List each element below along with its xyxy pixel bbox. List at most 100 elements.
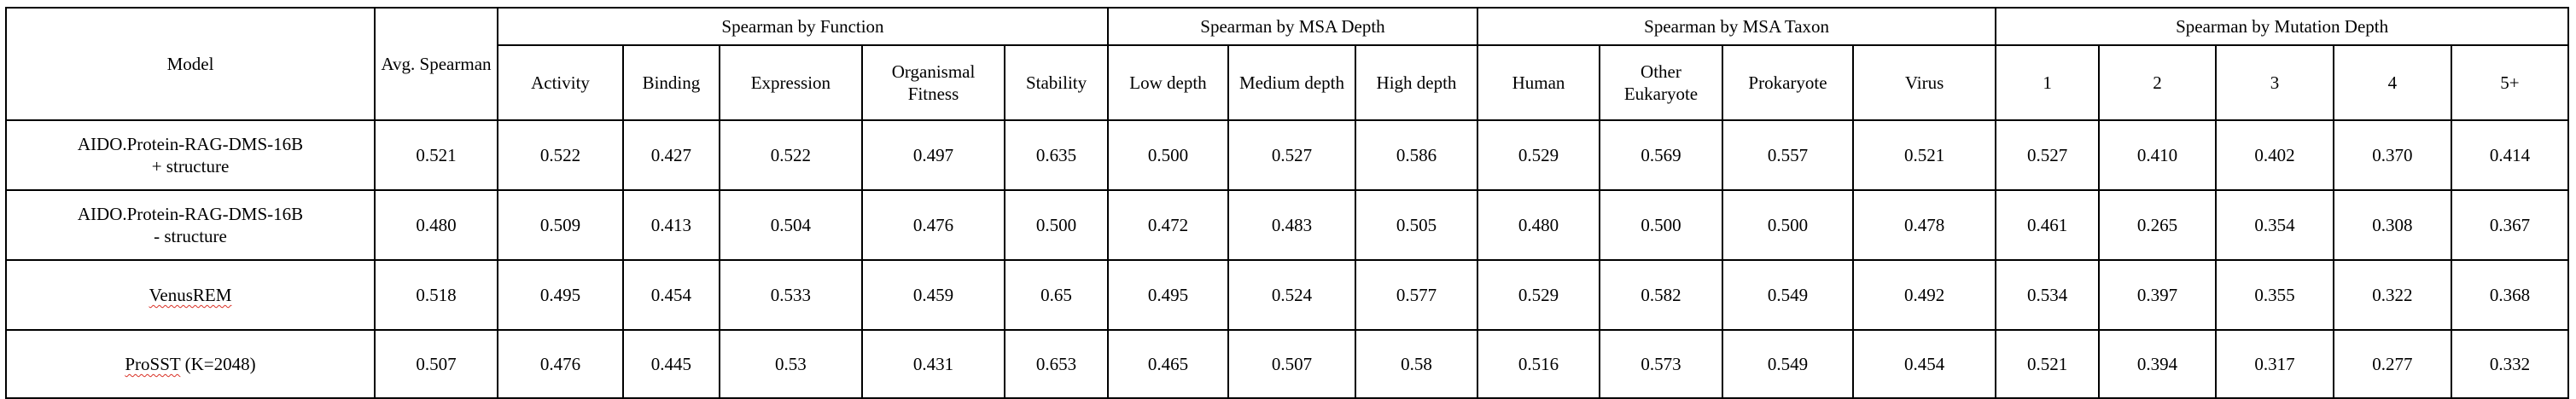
virus-cell: 0.492 xyxy=(1852,259,1997,331)
activity-cell: 0.476 xyxy=(496,329,625,399)
mutation-2-cell: 0.410 xyxy=(2098,119,2217,191)
binding-cell: 0.413 xyxy=(622,189,720,261)
other-eukaryote-cell: 0.582 xyxy=(1598,259,1723,331)
virus-cell: 0.454 xyxy=(1852,329,1997,399)
medium-depth-cell: 0.507 xyxy=(1227,329,1357,399)
mutation-3-cell: 0.355 xyxy=(2214,259,2334,331)
mutation-3-cell: 0.402 xyxy=(2214,119,2334,191)
prokaryote-cell: 0.549 xyxy=(1721,329,1855,399)
mutation-4-cell: 0.370 xyxy=(2332,119,2452,191)
avg-spearman-header: Avg. Spearman xyxy=(374,7,498,121)
expression-cell: 0.504 xyxy=(718,189,863,261)
col-header-expression: Expression xyxy=(718,44,863,121)
prokaryote-cell: 0.500 xyxy=(1721,189,1855,261)
model-name-line2: - structure xyxy=(154,226,227,246)
mutation-4-cell: 0.308 xyxy=(2332,189,2452,261)
model-name-cell: ProSST (K=2048) xyxy=(5,329,376,399)
mutation-3-cell: 0.317 xyxy=(2214,329,2334,399)
col-header-prokaryote: Prokaryote xyxy=(1721,44,1855,121)
mutation-2-cell: 0.265 xyxy=(2098,189,2217,261)
avg-cell: 0.507 xyxy=(374,329,498,399)
low-depth-cell: 0.495 xyxy=(1107,259,1229,331)
low-depth-cell: 0.472 xyxy=(1107,189,1229,261)
low-depth-cell: 0.465 xyxy=(1107,329,1229,399)
col-header-mutation-5plus: 5+ xyxy=(2450,44,2570,121)
col-header-mutation-3: 3 xyxy=(2214,44,2334,121)
medium-depth-cell: 0.527 xyxy=(1227,119,1357,191)
table-row: VenusREM 0.518 0.495 0.454 0.533 0.459 0… xyxy=(5,259,2570,331)
low-depth-cell: 0.500 xyxy=(1107,119,1229,191)
human-cell: 0.529 xyxy=(1476,259,1600,331)
col-header-stability: Stability xyxy=(1004,44,1109,121)
mutation-2-cell: 0.397 xyxy=(2098,259,2217,331)
col-header-mutation-1: 1 xyxy=(1995,44,2101,121)
binding-cell: 0.427 xyxy=(622,119,720,191)
mutation-5plus-cell: 0.414 xyxy=(2450,119,2570,191)
model-name-cell: AIDO.Protein-RAG-DMS-16B - structure xyxy=(5,189,376,261)
col-header-medium-depth: Medium depth xyxy=(1227,44,1357,121)
model-name-cell: VenusREM xyxy=(5,259,376,331)
mutation-depth-group-header: Spearman by Mutation Depth xyxy=(1995,7,2569,46)
mutation-4-cell: 0.277 xyxy=(2332,329,2452,399)
other-eukaryote-cell: 0.573 xyxy=(1598,329,1723,399)
group-header-row: Model Avg. Spearman Spearman by Function… xyxy=(5,7,2569,121)
mutation-5plus-cell: 0.332 xyxy=(2450,329,2570,399)
col-header-high-depth: High depth xyxy=(1355,44,1478,121)
model-name-cell: AIDO.Protein-RAG-DMS-16B + structure xyxy=(5,119,376,191)
msa-taxon-group-header: Spearman by MSA Taxon xyxy=(1476,7,1997,46)
medium-depth-cell: 0.524 xyxy=(1227,259,1357,331)
organismal-fitness-cell: 0.459 xyxy=(860,259,1006,331)
human-cell: 0.480 xyxy=(1476,189,1600,261)
col-header-mutation-4: 4 xyxy=(2332,44,2452,121)
other-eukaryote-cell: 0.569 xyxy=(1598,119,1723,191)
high-depth-cell: 0.58 xyxy=(1355,329,1478,399)
col-header-organismal-fitness: Organismal Fitness xyxy=(860,44,1006,121)
table-row: AIDO.Protein-RAG-DMS-16B - structure 0.48… xyxy=(5,189,2570,261)
avg-cell: 0.518 xyxy=(374,259,498,331)
column-header-row: Activity Binding Expression Organismal F… xyxy=(6,44,2570,121)
medium-depth-cell: 0.483 xyxy=(1227,189,1357,261)
table-row: ProSST (K=2048) 0.507 0.476 0.445 0.53 0… xyxy=(5,329,2570,399)
model-name-line2: + structure xyxy=(151,156,230,176)
col-header-activity: Activity xyxy=(496,44,625,121)
mutation-1-cell: 0.461 xyxy=(1995,189,2101,261)
spearman-results-table: Model Avg. Spearman Spearman by Function… xyxy=(5,7,2570,399)
col-header-other-eukaryote: Other Eukaryote xyxy=(1598,44,1723,121)
mutation-1-cell: 0.534 xyxy=(1995,259,2101,331)
table-row: AIDO.Protein-RAG-DMS-16B + structure 0.52… xyxy=(5,119,2570,191)
expression-cell: 0.522 xyxy=(718,119,863,191)
human-cell: 0.529 xyxy=(1476,119,1600,191)
msa-depth-group-header: Spearman by MSA Depth xyxy=(1107,7,1478,46)
high-depth-cell: 0.505 xyxy=(1355,189,1478,261)
model-name-line2: (K=2048) xyxy=(180,354,256,374)
col-header-low-depth: Low depth xyxy=(1107,44,1229,121)
expression-cell: 0.53 xyxy=(718,329,863,399)
model-name-line1: AIDO.Protein-RAG-DMS-16B xyxy=(77,134,304,154)
organismal-fitness-cell: 0.476 xyxy=(860,189,1006,261)
mutation-1-cell: 0.527 xyxy=(1995,119,2101,191)
mutation-5plus-cell: 0.367 xyxy=(2450,189,2570,261)
stability-cell: 0.65 xyxy=(1004,259,1109,331)
model-name-line1: ProSST xyxy=(125,354,181,374)
model-header: Model xyxy=(5,7,376,121)
col-header-mutation-2: 2 xyxy=(2098,44,2217,121)
col-header-human: Human xyxy=(1476,44,1600,121)
binding-cell: 0.445 xyxy=(622,329,720,399)
mutation-5plus-cell: 0.368 xyxy=(2450,259,2570,331)
prokaryote-cell: 0.557 xyxy=(1721,119,1855,191)
mutation-1-cell: 0.521 xyxy=(1995,329,2101,399)
virus-cell: 0.521 xyxy=(1852,119,1997,191)
stability-cell: 0.635 xyxy=(1004,119,1109,191)
results-table-container: Model Avg. Spearman Spearman by Function… xyxy=(5,7,2570,399)
virus-cell: 0.478 xyxy=(1852,189,1997,261)
binding-cell: 0.454 xyxy=(622,259,720,331)
organismal-fitness-cell: 0.431 xyxy=(860,329,1006,399)
organismal-fitness-cell: 0.497 xyxy=(860,119,1006,191)
function-group-header: Spearman by Function xyxy=(497,7,1109,46)
model-name-line1: VenusREM xyxy=(149,285,232,305)
expression-cell: 0.533 xyxy=(718,259,863,331)
high-depth-cell: 0.577 xyxy=(1355,259,1478,331)
mutation-3-cell: 0.354 xyxy=(2214,189,2334,261)
avg-cell: 0.480 xyxy=(374,189,498,261)
high-depth-cell: 0.586 xyxy=(1355,119,1478,191)
